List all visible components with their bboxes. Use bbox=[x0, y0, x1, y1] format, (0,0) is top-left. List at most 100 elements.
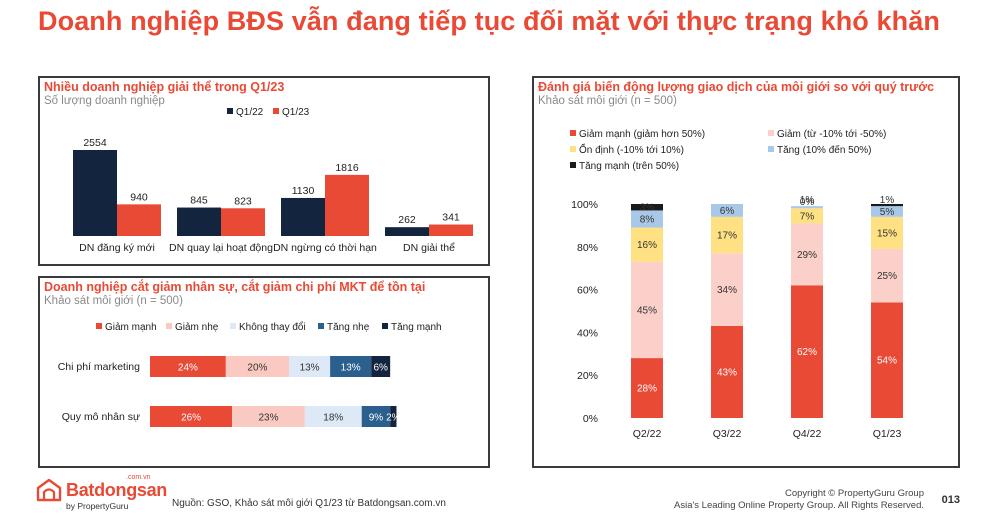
segment-2-1 bbox=[304, 406, 362, 427]
segment-2-2 bbox=[791, 208, 823, 224]
segment-0-0 bbox=[631, 358, 663, 418]
segment-label: 54% bbox=[877, 356, 897, 367]
bar-0-0 bbox=[73, 150, 117, 236]
horizontal-stacked-bar-chart: Giảm mạnh Giảm nhẹ Không thay đổi Tăng nhẹ T… bbox=[58, 321, 442, 427]
segment-label: 1% bbox=[880, 195, 895, 206]
legend-label-1: Giảm (từ -10% tới -50%) bbox=[777, 129, 886, 140]
legend-swatch-1 bbox=[768, 130, 774, 136]
segment-label: 16% bbox=[637, 240, 657, 251]
legend-label-2: Ổn định (-10% tới 10%) bbox=[579, 143, 684, 156]
y-tick-label: 0% bbox=[583, 413, 598, 425]
chart-title: Đánh giá biến động lượng giao dịch của m… bbox=[538, 80, 935, 94]
y-tick-label: 80% bbox=[577, 242, 598, 254]
category-label: DN ngừng có thời hạn bbox=[273, 242, 377, 254]
legend-label-2: Không thay đổi bbox=[239, 321, 306, 333]
segment-4-0 bbox=[631, 204, 663, 211]
segment-label: 18% bbox=[323, 413, 343, 424]
logo-domain: .com.vn bbox=[126, 474, 151, 481]
segment-label: 20% bbox=[247, 363, 267, 374]
segment-4-1 bbox=[390, 406, 397, 427]
bar-0-1 bbox=[177, 207, 221, 236]
legend-swatch-1 bbox=[273, 108, 279, 114]
y-tick-label: 20% bbox=[577, 370, 598, 382]
vertical-stacked-bar-chart: Giảm mạnh (giảm hơn 50%) Giảm (từ -10% tớ… bbox=[570, 129, 903, 440]
segment-4-3 bbox=[871, 204, 903, 207]
segment-label: 43% bbox=[717, 367, 737, 378]
segment-label: 3% bbox=[640, 203, 655, 214]
y-tick-label: 40% bbox=[577, 327, 598, 339]
segment-label: 1% bbox=[800, 195, 815, 206]
data-label: 823 bbox=[234, 195, 252, 207]
legend-label-4: Tăng mạnh bbox=[391, 322, 442, 333]
segment-0-0 bbox=[150, 356, 226, 377]
segment-3-3 bbox=[871, 206, 903, 217]
batdongsan-logo: Batdongsan .com.vn by PropertyGuru bbox=[36, 474, 168, 514]
segment-1-0 bbox=[631, 261, 663, 359]
logo-byline: by PropertyGuru bbox=[66, 501, 129, 511]
segment-label: 6% bbox=[720, 206, 735, 217]
segment-label: 8% bbox=[640, 214, 655, 225]
tagline-text: Asia's Leading Online Property Group. Al… bbox=[674, 500, 924, 511]
data-label: 845 bbox=[190, 195, 208, 207]
category-label: Q3/22 bbox=[713, 428, 742, 440]
page-number: 013 bbox=[941, 494, 960, 506]
segment-1-0 bbox=[225, 356, 290, 377]
data-label: 1816 bbox=[335, 162, 359, 174]
category-label: DN đăng ký mới bbox=[79, 242, 155, 254]
bar-1-1 bbox=[221, 208, 265, 236]
segment-label: 9% bbox=[369, 413, 384, 424]
bar-1-2 bbox=[325, 174, 369, 236]
copyright-block: Copyright © PropertyGuru Group Asia's Le… bbox=[674, 488, 924, 512]
category-label: Q1/23 bbox=[873, 428, 902, 440]
segment-1-1 bbox=[232, 406, 305, 427]
segment-label: 0% bbox=[800, 197, 815, 208]
segment-label: 26% bbox=[181, 413, 201, 424]
chart-panel-cost-cutting: Doanh nghiệp cắt giảm nhân sự, cắt giảm … bbox=[38, 276, 490, 468]
segment-3-0 bbox=[330, 356, 372, 377]
category-label: DN quay lại hoạt động bbox=[169, 242, 273, 254]
chart-title: Nhiều doanh nghiệp giải thể trong Q1/23 bbox=[44, 80, 285, 94]
segment-label: 7% bbox=[800, 211, 815, 222]
segment-0-3 bbox=[871, 302, 903, 418]
legend-swatch-0 bbox=[96, 323, 102, 329]
segment-label: 34% bbox=[717, 285, 737, 296]
segment-label: 45% bbox=[637, 305, 657, 316]
chart-panel-businesses: Nhiều doanh nghiệp giải thể trong Q1/23 … bbox=[38, 76, 490, 266]
legend-label-0: Giảm mạnh bbox=[105, 322, 157, 333]
segment-label: 13% bbox=[341, 363, 361, 374]
bar-0-3 bbox=[385, 227, 429, 236]
segment-2-0 bbox=[289, 356, 331, 377]
bar-1-0 bbox=[117, 204, 161, 236]
chart-subtitle: Số lượng doanh nghiệp bbox=[44, 95, 165, 107]
chart-panel-transactions: Đánh giá biến động lượng giao dịch của m… bbox=[532, 76, 960, 468]
row-label: Quy mô nhân sự bbox=[62, 411, 140, 423]
legend-label-0: Giảm mạnh (giảm hơn 50%) bbox=[579, 129, 705, 140]
bar-0-2 bbox=[281, 197, 325, 236]
segment-label: 24% bbox=[178, 363, 198, 374]
segment-label: 25% bbox=[877, 271, 897, 282]
segment-2-0 bbox=[631, 227, 663, 262]
logo-wordmark: Batdongsan bbox=[66, 480, 168, 500]
legend-swatch-0 bbox=[227, 108, 233, 114]
segment-label: 2% bbox=[386, 413, 401, 424]
chart-title: Doanh nghiệp cắt giảm nhân sự, cắt giảm … bbox=[44, 280, 426, 294]
segment-label: 28% bbox=[637, 384, 657, 395]
category-label: Q2/22 bbox=[633, 428, 662, 440]
segment-label: 5% bbox=[880, 207, 895, 218]
segment-0-2 bbox=[791, 285, 823, 418]
legend-swatch-1 bbox=[166, 323, 172, 329]
data-label: 341 bbox=[442, 212, 460, 224]
category-label: Q4/22 bbox=[793, 428, 822, 440]
source-note: Nguồn: GSO, Khảo sát môi giới Q1/23 từ B… bbox=[172, 498, 446, 509]
legend-swatch-4 bbox=[382, 323, 388, 329]
segment-2-3 bbox=[871, 216, 903, 249]
grouped-bar-chart: Q1/22 Q1/23 2554 940 DN đăng ký mới 845 823 DN … bbox=[73, 107, 473, 254]
segment-1-1 bbox=[711, 253, 743, 326]
data-label: 1130 bbox=[292, 185, 315, 197]
segment-3-1 bbox=[711, 204, 743, 217]
segment-label: 17% bbox=[717, 231, 737, 242]
legend-label-1: Giảm nhẹ bbox=[175, 322, 219, 333]
segment-4-0 bbox=[371, 356, 391, 377]
segment-label: 15% bbox=[877, 228, 897, 239]
segment-3-1 bbox=[361, 406, 391, 427]
